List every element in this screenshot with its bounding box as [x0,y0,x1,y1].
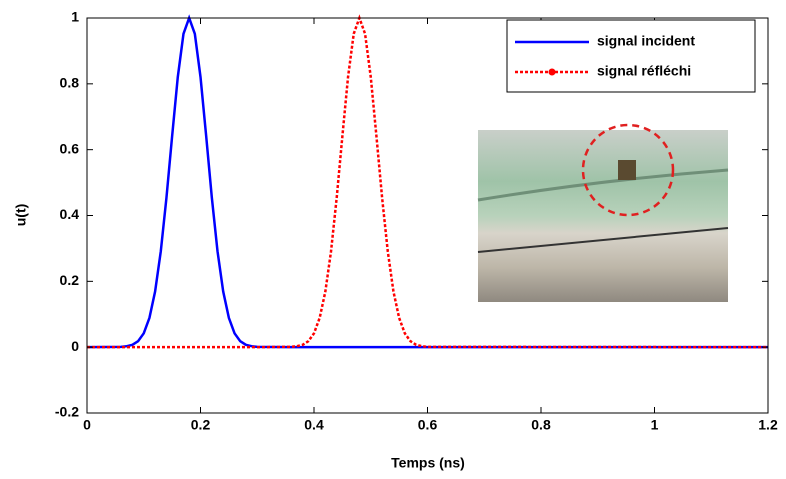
x-axis-label: Temps (ns) [391,455,465,471]
photo [478,130,728,302]
legend-label: signal incident [597,33,695,49]
x-tick-label: 0 [83,417,91,433]
photo-detail [477,168,729,202]
y-tick-label: -0.2 [55,404,79,420]
legend-box [506,19,756,93]
photo-inset [477,123,729,302]
y-tick-label: 0.8 [60,75,80,91]
x-tick-label: 1.2 [758,417,778,433]
x-tick-label: 0.2 [191,417,211,433]
highlight-circle [581,123,675,217]
y-tick-label: 0.4 [60,206,80,222]
series-line [87,14,769,349]
legend-label: signal réfléchi [597,63,691,79]
photo-detail [618,160,636,180]
y-tick-label: 0.6 [60,140,80,156]
x-tick-label: 0.4 [304,417,324,433]
x-tick-label: 0.8 [531,417,551,433]
legend-marker [548,68,556,76]
photo-detail [477,227,729,253]
y-tick-label: 1 [71,9,79,25]
x-tick-label: 0.6 [418,417,438,433]
y-tick-label: 0 [71,338,79,354]
y-tick-label: 0.2 [60,272,80,288]
y-axis-label: u(t) [13,204,29,227]
x-tick-label: 1 [651,417,659,433]
